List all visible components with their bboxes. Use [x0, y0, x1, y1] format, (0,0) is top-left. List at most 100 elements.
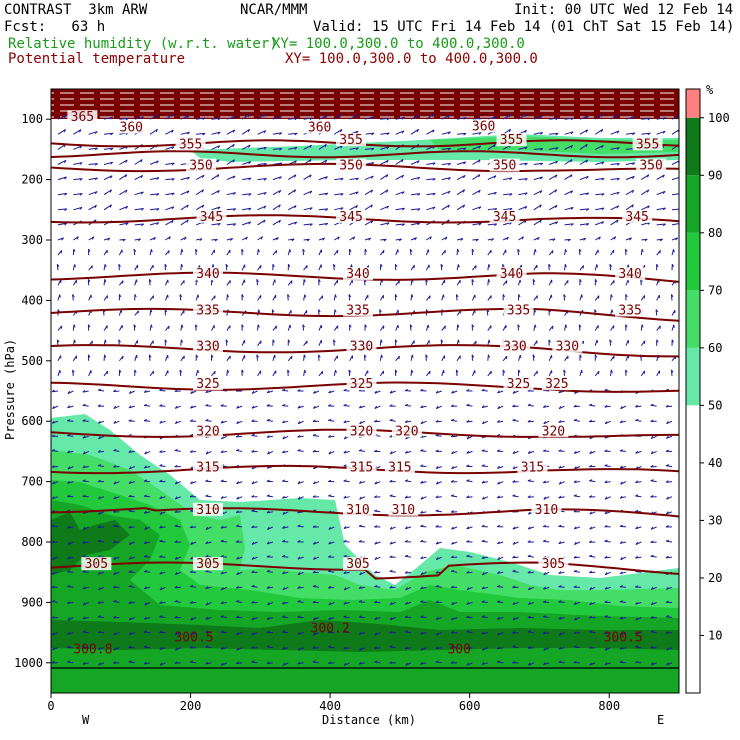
wind-arrow-head — [466, 403, 470, 406]
wind-arrow-head — [635, 601, 639, 605]
wind-arrow-head — [650, 451, 654, 455]
wind-arrow-head — [527, 630, 531, 633]
wind-arrow-head — [524, 206, 528, 210]
wind-arrow-head — [214, 238, 218, 242]
wind-arrow-head — [94, 177, 98, 181]
wind-arrow — [441, 114, 451, 120]
wind-arrow-head — [294, 160, 297, 164]
wind-arrow-head — [251, 646, 255, 649]
wind-arrow-head — [220, 555, 224, 558]
wind-arrow — [349, 205, 358, 211]
wind-arrow-head — [665, 555, 669, 559]
wind-arrow-head — [325, 208, 329, 212]
wind-arrow-head — [312, 570, 316, 574]
wind-arrow-head — [143, 554, 148, 558]
wind-arrow-head — [159, 571, 163, 575]
theta-label: 320 — [395, 424, 418, 439]
wind-arrow-head — [235, 510, 239, 513]
wind-arrow-head — [282, 495, 285, 499]
wind-arrow-head — [220, 601, 224, 605]
wind-arrow-head — [374, 584, 378, 587]
stratosphere-contour-hatching — [51, 89, 679, 119]
wind-arrow-head — [104, 264, 107, 268]
wind-arrow — [441, 147, 451, 150]
wind-arrow-head — [358, 600, 363, 603]
wind-arrow — [472, 189, 481, 196]
wind-arrow-head — [220, 539, 224, 542]
wind-arrow-head — [604, 647, 608, 651]
wind-arrow-head — [466, 526, 470, 530]
wind-arrow-head — [416, 129, 419, 133]
wind-arrow — [441, 131, 451, 135]
wind-arrow-head — [271, 309, 275, 313]
wind-arrow-head — [328, 630, 332, 634]
wind-arrow-head — [343, 662, 347, 666]
wind-arrow-head — [524, 178, 528, 181]
wind-arrow-head — [51, 661, 55, 664]
wind-arrow-head — [647, 117, 651, 121]
theta-label: 340 — [618, 267, 641, 282]
theta-label: 345 — [625, 210, 648, 225]
wind-arrow-head — [251, 390, 255, 394]
wind-arrow-head — [174, 389, 178, 392]
wind-arrow-head — [611, 309, 614, 313]
wind-arrow-head — [358, 449, 363, 452]
wind-arrow — [149, 160, 159, 165]
forecast-hour: Fcst: 63 h — [4, 19, 106, 35]
theta-label-bg — [503, 377, 534, 391]
wind-arrow-head — [82, 570, 86, 573]
wind-arrow-head — [604, 449, 608, 452]
wind-arrow-head — [312, 525, 316, 528]
wind-arrow-head — [462, 189, 466, 193]
wind-arrow-head — [570, 159, 573, 163]
wind-arrow-head — [236, 496, 239, 500]
wind-arrow-head — [251, 617, 255, 621]
wind-arrow-head — [555, 221, 559, 225]
wind-arrow — [257, 219, 266, 226]
wind-arrow — [518, 205, 528, 211]
wind-arrow-head — [186, 204, 189, 208]
wind-arrow-head — [665, 480, 669, 483]
wind-arrow-head — [349, 248, 352, 252]
wind-arrow — [57, 222, 67, 226]
wind-arrow-head — [466, 615, 470, 618]
wind-arrow-head — [451, 526, 454, 530]
theta-label-bg — [193, 339, 223, 353]
wind-arrow-head — [641, 248, 644, 253]
wind-arrow-head — [82, 661, 86, 665]
theta-label: 305 — [196, 557, 219, 572]
wind-arrow-head — [573, 509, 577, 513]
wind-arrow-head — [604, 662, 608, 666]
wind-arrow-head — [404, 403, 409, 406]
wind-arrow-head — [171, 146, 175, 150]
theta-label-bg — [636, 158, 667, 172]
wind-arrow-head — [328, 390, 332, 394]
wind-arrow — [656, 117, 666, 120]
wind-arrow-head — [389, 390, 393, 394]
wind-arrow-head — [635, 494, 639, 497]
wind-arrow-head — [632, 132, 636, 136]
wind-arrow-head — [482, 496, 485, 500]
wind-arrow-head — [201, 204, 205, 208]
wind-arrow-head — [328, 555, 332, 558]
wind-arrow-head — [497, 541, 500, 545]
wind-arrow-head — [478, 222, 482, 226]
colorbar-label: 70 — [708, 283, 722, 297]
wind-arrow-head — [610, 294, 613, 298]
wind-arrow-head — [195, 248, 198, 252]
wind-arrow-head — [174, 524, 178, 527]
theta-label-surface: 300.5 — [174, 631, 213, 646]
wind-arrow-head — [339, 129, 343, 133]
wind-arrow — [595, 144, 604, 150]
wind-arrow-head — [497, 405, 500, 409]
wind-arrow-head — [309, 174, 312, 178]
wind-arrow-head — [512, 418, 516, 421]
wind-arrow-head — [493, 175, 497, 179]
wind-arrow-head — [325, 223, 329, 226]
wind-arrow-head — [297, 615, 301, 618]
wind-arrow-head — [76, 236, 79, 240]
wind-arrow — [456, 175, 466, 181]
wind-arrow-head — [91, 340, 93, 345]
wind-arrow-head — [174, 405, 178, 409]
